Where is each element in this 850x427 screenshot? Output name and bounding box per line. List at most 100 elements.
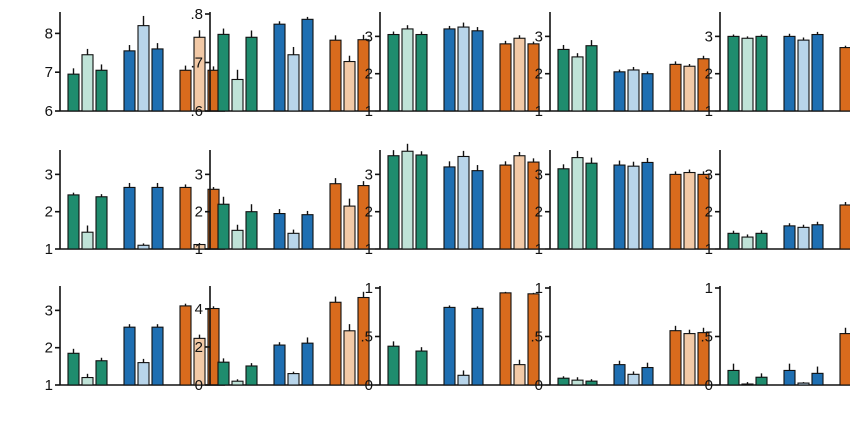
bar bbox=[513, 155, 526, 250]
bar bbox=[783, 369, 796, 386]
bar-chart-panel-7: 1 2 3 bbox=[195, 150, 375, 258]
y-tick-label: .5 bbox=[700, 329, 713, 346]
bar bbox=[137, 362, 150, 386]
bar-chart-panel-12: 0 2 4 bbox=[195, 286, 375, 394]
bar bbox=[471, 170, 484, 250]
bar bbox=[811, 33, 824, 112]
bar bbox=[151, 186, 164, 250]
bar bbox=[585, 380, 598, 386]
bar bbox=[527, 293, 540, 386]
bar bbox=[457, 155, 470, 250]
bar bbox=[727, 35, 740, 112]
bar bbox=[415, 33, 428, 112]
bar bbox=[797, 226, 810, 250]
y-tick-label: .5 bbox=[360, 329, 373, 346]
y-tick-label: 3 bbox=[365, 28, 373, 45]
bar bbox=[245, 211, 258, 250]
bar bbox=[273, 344, 286, 386]
bar bbox=[613, 364, 626, 386]
bar bbox=[585, 45, 598, 112]
y-tick-label: 0 bbox=[705, 377, 713, 394]
bar-chart-panel-1: 6 7 8 bbox=[45, 12, 225, 120]
bar bbox=[231, 229, 244, 250]
y-tick-label: 3 bbox=[45, 302, 53, 319]
bar bbox=[669, 63, 682, 112]
bar-chart-panel-10: 1 2 3 bbox=[705, 150, 850, 258]
y-tick-label: 3 bbox=[195, 166, 203, 183]
bar bbox=[245, 36, 258, 112]
bar bbox=[811, 372, 824, 386]
bar bbox=[301, 18, 314, 112]
bar-chart-panel-5: 1 2 3 bbox=[705, 12, 850, 120]
y-tick-label: 2 bbox=[365, 204, 373, 221]
bar bbox=[193, 337, 206, 386]
bar bbox=[231, 78, 244, 112]
y-tick-label: 1 bbox=[195, 241, 203, 258]
bar bbox=[415, 350, 428, 386]
bar-chart-panel-14: 0.51 bbox=[530, 280, 715, 394]
bar bbox=[443, 166, 456, 250]
bar bbox=[357, 39, 370, 112]
y-tick-label: 2 bbox=[365, 66, 373, 83]
bar bbox=[557, 48, 570, 112]
y-tick-label: 2 bbox=[705, 204, 713, 221]
bar bbox=[329, 301, 342, 386]
bar bbox=[585, 162, 598, 250]
bar bbox=[387, 345, 400, 386]
y-tick-label: 1 bbox=[535, 103, 543, 120]
bar bbox=[137, 244, 150, 250]
y-tick-label: 4 bbox=[195, 301, 203, 318]
bar bbox=[123, 186, 136, 250]
bar-chart-panel-6: 1 2 3 bbox=[45, 150, 225, 258]
bar-chart-panel-9: 1 2 3 bbox=[535, 150, 715, 258]
y-tick-label: 0 bbox=[365, 377, 373, 394]
y-tick-label: 1 bbox=[365, 103, 373, 120]
bar bbox=[401, 28, 414, 112]
bar bbox=[457, 26, 470, 112]
bar bbox=[123, 50, 136, 112]
y-tick-label: 7 bbox=[45, 64, 53, 81]
y-tick-label: .5 bbox=[530, 329, 543, 346]
bar bbox=[627, 373, 640, 386]
y-tick-label: 1 bbox=[705, 103, 713, 120]
bar bbox=[641, 73, 654, 112]
bar bbox=[343, 330, 356, 386]
y-tick-label: 0 bbox=[195, 377, 203, 394]
bar bbox=[301, 214, 314, 250]
y-tick-label: 2 bbox=[535, 204, 543, 221]
bar bbox=[727, 232, 740, 250]
bar-chart-panel-13: 0.51 bbox=[360, 280, 545, 394]
bar bbox=[627, 69, 640, 112]
bar bbox=[755, 376, 768, 386]
y-tick-label: 3 bbox=[535, 166, 543, 183]
y-tick-label: .7 bbox=[190, 55, 203, 72]
y-tick-label: 2 bbox=[535, 66, 543, 83]
bar bbox=[839, 333, 850, 386]
bar bbox=[783, 225, 796, 250]
bar-chart-panel-4: 1 2 3 bbox=[535, 12, 715, 120]
y-tick-label: 1 bbox=[365, 280, 373, 297]
bar-chart-panel-3: 1 2 3 bbox=[365, 12, 545, 120]
bar bbox=[301, 342, 314, 386]
bar bbox=[67, 194, 80, 250]
y-tick-label: 1 bbox=[535, 280, 543, 297]
bar bbox=[151, 48, 164, 112]
bar bbox=[343, 205, 356, 250]
y-tick-label: 3 bbox=[45, 166, 53, 183]
bar bbox=[783, 35, 796, 112]
bar-chart-panel-11: 1 2 3 bbox=[45, 286, 225, 394]
bar bbox=[81, 54, 94, 112]
bar bbox=[811, 224, 824, 250]
bar bbox=[797, 382, 810, 386]
bar bbox=[443, 306, 456, 386]
bar bbox=[273, 213, 286, 250]
bar bbox=[571, 157, 584, 250]
bar bbox=[741, 37, 754, 112]
bar bbox=[217, 203, 230, 250]
bar bbox=[471, 30, 484, 112]
bar bbox=[741, 236, 754, 250]
bar bbox=[839, 204, 850, 250]
bar bbox=[287, 232, 300, 250]
bar-chart-panel-2: .6 .7 .8 bbox=[190, 6, 375, 120]
bar bbox=[231, 380, 244, 386]
